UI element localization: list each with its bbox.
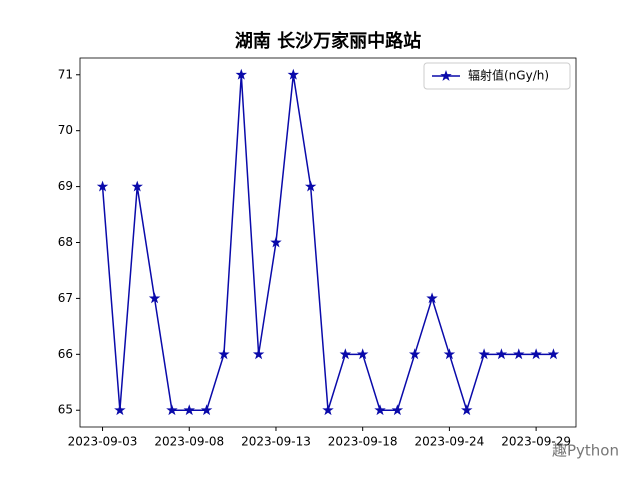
legend-label: 辐射值(nGy/h) (468, 68, 549, 83)
y-tick-label: 69 (58, 179, 73, 193)
x-tick-label: 2023-09-18 (328, 435, 398, 449)
data-point (408, 348, 421, 360)
data-point (218, 348, 230, 360)
data-point (148, 292, 161, 304)
data-point (530, 348, 542, 360)
watermark: 趣Python (552, 442, 619, 460)
data-point (391, 404, 404, 416)
y-tick-label: 68 (58, 235, 73, 249)
data-point (495, 348, 508, 360)
data-point (131, 180, 143, 192)
data-point (374, 404, 386, 416)
plot-frame (79, 57, 577, 428)
data-point (200, 404, 213, 416)
data-point (426, 292, 438, 304)
data-point (322, 404, 334, 416)
y-tick-label: 70 (58, 123, 73, 137)
data-point (513, 348, 525, 360)
y-tick-label: 67 (58, 291, 73, 305)
data-point (252, 348, 265, 360)
legend-box (423, 62, 571, 90)
data-point (96, 180, 109, 192)
chart-title: 湖南 长沙万家丽中路站 (235, 30, 421, 52)
x-tick-label: 2023-09-29 (501, 435, 571, 449)
x-tick-label: 2023-09-03 (68, 435, 138, 449)
data-point (183, 404, 195, 416)
data-point (339, 348, 352, 360)
y-tick-label: 71 (58, 67, 73, 81)
x-tick-label: 2023-09-13 (241, 435, 311, 449)
data-point (304, 180, 317, 192)
data-point (356, 348, 369, 360)
x-tick-label: 2023-09-08 (154, 435, 224, 449)
data-point (114, 404, 126, 416)
data-point (443, 348, 456, 360)
data-point (287, 68, 300, 80)
data-point (235, 68, 248, 80)
data-point (166, 404, 178, 416)
legend-marker (440, 69, 452, 81)
y-tick-label: 66 (58, 347, 73, 361)
y-tick-label: 65 (58, 403, 73, 417)
x-tick-label: 2023-09-24 (415, 435, 485, 449)
data-point (270, 236, 282, 248)
data-point (547, 348, 560, 360)
data-point (461, 404, 473, 416)
data-point (478, 348, 490, 360)
